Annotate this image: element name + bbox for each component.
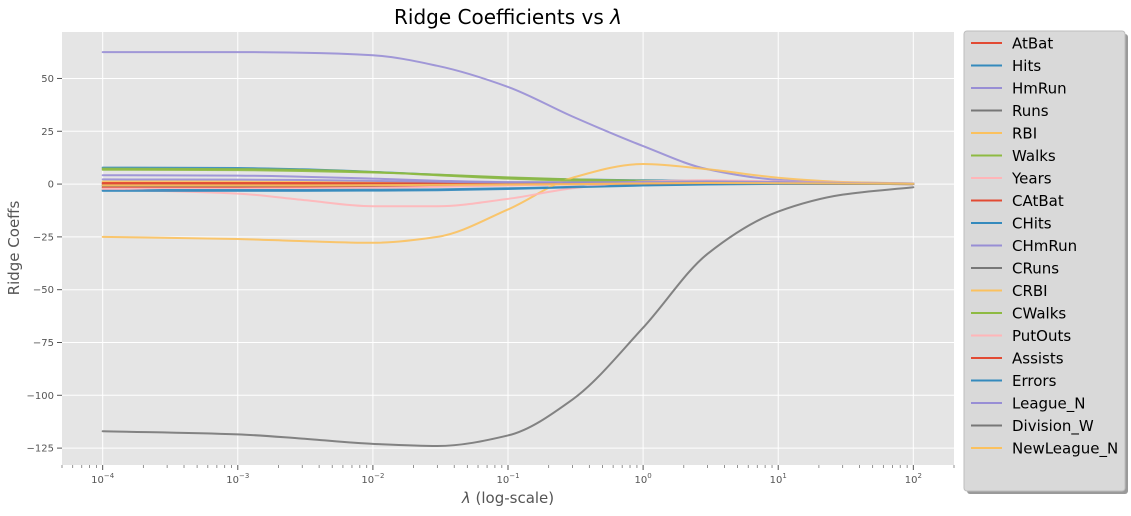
chart-title: Ridge Coefficients vs λ (394, 5, 622, 29)
legend-label-years: Years (1011, 170, 1052, 188)
legend-box (963, 30, 1126, 492)
series-line-hmrun (101, 51, 915, 185)
x-tick-label: 101 (770, 472, 787, 486)
legend-label-cruns: CRuns (1012, 260, 1059, 278)
legend-label-hmrun: HmRun (1012, 80, 1067, 98)
y-tick-label: −50 (33, 285, 54, 296)
x-axis-title: λ (log-scale) (461, 489, 554, 507)
x-axis-ticks: 10−4 10−3 10−2 10−1 100 101 102 (61, 465, 955, 486)
legend-label-rbi: RBI (1012, 125, 1037, 143)
series-line-newleague-n (101, 182, 915, 187)
legend-label-division-w: Division_W (1012, 417, 1094, 436)
x-tick-label: 10−2 (361, 472, 384, 486)
legend-label-cwalks: CWalks (1012, 305, 1066, 323)
x-tick-label: 10−4 (91, 472, 115, 486)
legend-label-chits: CHits (1012, 215, 1052, 233)
x-tick-label: 10−1 (496, 472, 519, 486)
legend-label-errors: Errors (1012, 372, 1057, 390)
y-tick-label: −100 (27, 391, 54, 402)
y-tick-label: 25 (41, 127, 54, 138)
x-tick-label: 100 (635, 472, 652, 486)
y-tick-label: 0 (48, 180, 54, 191)
x-tick-label: 102 (905, 472, 922, 486)
y-axis-ticks: 50 25 0 −25 −50 −75 −100 −125 (27, 74, 62, 455)
y-axis-title: Ridge Coeffs (5, 200, 23, 295)
legend-label-walks: Walks (1012, 147, 1056, 165)
series-line-league-n (101, 178, 915, 185)
series-lines (101, 51, 915, 447)
legend-label-runs: Runs (1012, 102, 1049, 120)
legend-label-putouts: PutOuts (1012, 327, 1071, 345)
legend-label-hits: Hits (1012, 57, 1041, 75)
grid-lines (62, 32, 954, 465)
legend-label-assists: Assists (1012, 350, 1064, 368)
series-line-division-w (101, 186, 915, 447)
legend-label-catbat: CAtBat (1012, 192, 1064, 210)
legend-items: AtBat Hits HmRun Runs RBI Walks Years CAtBat CHi… (971, 35, 1118, 459)
y-tick-label: −75 (33, 338, 54, 349)
series-line-crbi (101, 163, 915, 244)
legend-label-atbat: AtBat (1012, 35, 1053, 53)
y-tick-label: 50 (41, 74, 54, 85)
legend: AtBat Hits HmRun Runs RBI Walks Years CAtBat CHi… (963, 30, 1128, 494)
x-tick-label: 10−3 (226, 472, 249, 486)
y-tick-label: −125 (27, 444, 54, 455)
legend-label-newleague-n: NewLeague_N (1012, 440, 1118, 459)
legend-label-crbi: CRBI (1012, 282, 1048, 300)
y-tick-label: −25 (33, 232, 54, 243)
legend-label-league-n: League_N (1012, 395, 1086, 414)
legend-label-chmrun: CHmRun (1012, 237, 1077, 255)
